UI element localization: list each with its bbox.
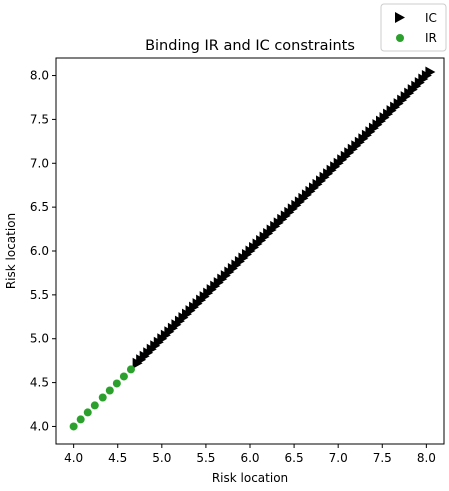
ir-point — [69, 422, 78, 431]
y-axis: 4.0 4.5 5.0 5.5 6.0 6.5 7.0 7.5 8.0 — [30, 69, 56, 433]
legend-ic-marker — [395, 12, 405, 23]
x-tick-label: 5.0 — [152, 451, 171, 465]
y-axis-label: Risk location — [4, 213, 18, 289]
y-tick-label: 5.5 — [30, 288, 49, 302]
ir-point — [83, 408, 92, 417]
x-tick-label: 4.5 — [108, 451, 127, 465]
x-tick-label: 4.0 — [64, 451, 83, 465]
legend-ic-label: IC — [425, 11, 437, 25]
y-tick-label: 7.5 — [30, 112, 49, 126]
legend: IC IR — [380, 3, 447, 52]
x-tick-label: 8.0 — [417, 451, 436, 465]
ir-point — [119, 372, 128, 381]
x-tick-label: 7.5 — [373, 451, 392, 465]
y-tick-label: 6.0 — [30, 244, 49, 258]
ir-point — [76, 415, 85, 424]
y-tick-label: 8.0 — [30, 69, 49, 83]
ir-point — [112, 379, 121, 388]
ir-point — [126, 365, 135, 374]
x-axis: 4.0 4.5 5.0 5.5 6.0 6.5 7.0 7.5 8.0 — [64, 444, 436, 465]
scatter-points — [69, 66, 436, 431]
y-tick-label: 5.0 — [30, 332, 49, 346]
x-tick-label: 5.5 — [196, 451, 215, 465]
x-axis-label: Risk location — [212, 471, 288, 485]
chart-title: Binding IR and IC constraints — [145, 38, 355, 54]
ic-point — [425, 66, 436, 78]
legend-ir-label: IR — [425, 31, 437, 45]
y-tick-label: 4.5 — [30, 376, 49, 390]
ir-point — [90, 401, 99, 410]
legend-ir-marker — [396, 34, 404, 42]
x-tick-label: 6.5 — [285, 451, 304, 465]
y-tick-label: 7.0 — [30, 156, 49, 170]
x-tick-label: 6.0 — [240, 451, 259, 465]
ir-point — [98, 393, 107, 402]
ir-point — [105, 386, 114, 395]
x-tick-label: 7.0 — [329, 451, 348, 465]
y-tick-label: 4.0 — [30, 419, 49, 433]
y-tick-label: 6.5 — [30, 200, 49, 214]
